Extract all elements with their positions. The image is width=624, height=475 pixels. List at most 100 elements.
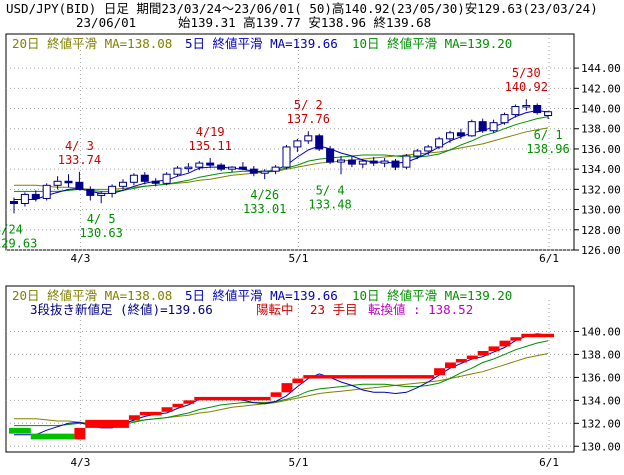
chart-header-summary: USD/JPY(BID) 日足 期間23/03/24～23/06/01( 50)… [6,1,598,16]
candle-body-12 [140,174,149,182]
candle-body-5 [64,180,73,184]
line-break-brick-8 [183,400,195,404]
candle-body-16 [184,166,193,170]
candle-body-6 [75,181,84,190]
line-break-brick-18 [477,350,489,356]
candlestick-ytick-label-0: 144.00 [581,62,621,75]
candle-body-2 [31,193,40,199]
annotation-date-7: 5/ 4 [316,183,345,197]
candle-body-31 [347,159,356,165]
candle-body-40 [446,132,454,140]
line-break-brick-11 [281,383,293,393]
candle-body-14 [162,173,171,184]
candlestick-xtick-label-2: 6/1 [539,252,559,265]
candle-body-35 [391,160,400,168]
annotation-value-8: 138.96 [526,142,569,156]
candle-body-0 [10,200,18,205]
annotation-date-8: 6/ 1 [534,128,563,142]
line-break-brick-6 [161,407,173,412]
line-break-brick-5 [139,411,162,416]
candle-body-7 [86,188,95,196]
candlestick-ytick-label-7: 130.00 [581,204,621,217]
candlestick-ytick-label-2: 140.00 [581,103,621,116]
candlestick-panel-frame [5,33,575,251]
line-break-brick-13 [303,375,435,379]
candle-body-47 [522,104,531,108]
candle-body-36 [402,155,411,168]
candlestick-x-axis: 4/3 5/1 6/1 [70,252,559,265]
line-break-brick-3 [85,419,129,428]
annotation-value-3: 140.92 [505,80,548,94]
annotation-date-1: 4/19 [196,125,225,139]
legend-ma5: 5日 終値平滑 MA=139.66 [185,36,338,51]
candle-body-15 [173,167,182,175]
candle-body-23 [260,170,269,174]
annotation-date-2: 5/ 2 [294,98,323,112]
candle-body-42 [467,121,476,137]
annotation-value-4: 129.63 [0,236,37,250]
annotation-date-6: 4/26 [250,188,279,202]
candle-body-10 [119,181,127,187]
line-break-brick-22 [521,333,554,338]
annotation-date-5: 4/ 5 [87,212,116,226]
candle-body-18 [206,162,215,166]
line-break-state: 陽転中 [256,302,294,317]
candlestick-line-ma10 [14,116,549,192]
candle-body-22 [249,168,258,174]
line-break-brick-20 [499,340,511,347]
line-break-brick-17 [466,355,478,360]
line-break-ytick-label-0: 140.00 [581,325,621,338]
candle-body-28 [315,135,324,150]
candle-body-29 [326,148,335,163]
line-break-brick-14 [434,368,445,376]
line-break-y-axis: 140.00 138.00 136.00 134.00 132.00 130.00 [574,325,621,453]
annotation-value-5: 130.63 [80,226,123,240]
annotation-value-1: 135.11 [189,139,232,153]
candle-body-49 [544,111,553,116]
candlestick-series [10,99,553,214]
line-break-ytick-label-1: 138.00 [581,348,621,361]
candle-body-13 [151,180,160,184]
candle-body-27 [304,135,313,142]
line-break-brick-7 [172,403,184,408]
annotation-date-0: 4/ 3 [65,139,94,153]
line-break-brick-19 [488,346,500,351]
line-break-x-axis: 4/3 5/1 6/1 [70,456,559,469]
candle-body-20 [228,166,236,170]
line-break-panel: 20日 終値平滑 MA=138.08 5日 終値平滑 MA=139.66 10日… [5,285,621,469]
line-break-info: 3段抜き新値足 (終値)=139.66 陽転中 23 手目 転換値 : 138.… [30,302,473,317]
line-break-title: 3段抜き新値足 (終値)=139.66 [30,302,213,317]
line-break-grid [6,300,574,452]
line-break-brick-2 [74,427,86,440]
candlestick-ytick-label-8: 128.00 [581,224,621,237]
candle-body-32 [358,160,367,165]
candle-body-48 [533,104,542,114]
candle-body-3 [42,184,51,199]
annotation-value-6: 133.01 [243,202,286,216]
line-break-ytick-label-4: 132.00 [581,417,621,430]
line-break-brick-4 [128,415,140,420]
line-break-legend: 20日 終値平滑 MA=138.08 5日 終値平滑 MA=139.66 10日… [12,288,512,303]
line-break-xtick-label-0: 4/3 [70,456,90,469]
line-break-line-ma5 [14,333,549,436]
line-break-brick-10 [270,392,282,397]
candlestick-ytick-label-1: 142.00 [581,82,621,95]
line-break-brick-16 [455,359,467,363]
annotation-date-4: 3/24 [0,222,23,236]
candle-body-19 [217,164,226,170]
annotation-value-2: 137.76 [287,112,330,126]
line-break-brick-0 [9,427,31,434]
line-break-bricks [9,333,554,440]
candle-body-1 [20,193,29,205]
legend-ma10: 10日 終値平滑 MA=139.20 [352,36,512,51]
line-break-xtick-label-2: 6/1 [539,456,559,469]
line-break-ytick-label-5: 130.00 [581,440,621,453]
annotation-value-0: 133.74 [58,153,101,167]
candlestick-ytick-label-5: 134.00 [581,163,621,176]
legend-ma20: 20日 終値平滑 MA=138.08 [12,36,172,51]
candle-body-26 [293,140,302,148]
candlestick-ytick-label-4: 136.00 [581,143,621,156]
